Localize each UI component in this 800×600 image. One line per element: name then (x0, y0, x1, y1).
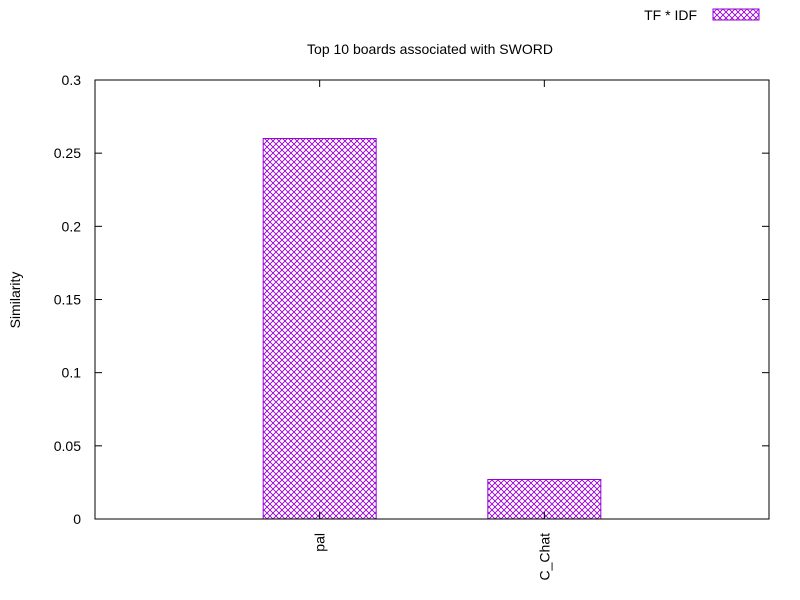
y-tick-label: 0.15 (54, 292, 81, 308)
bars-group (262, 138, 602, 520)
y-axis-ticks: 0 0.05 0.1 0.15 0.2 0.25 0.3 (54, 72, 769, 527)
bar-pal (262, 138, 377, 520)
y-axis-label: Similarity (7, 272, 23, 329)
plot-frame (94, 79, 770, 520)
chart-title: Top 10 boards associated with SWORD (307, 41, 553, 57)
y-tick-label: 0.3 (62, 72, 82, 88)
y-tick-label: 0.05 (54, 438, 81, 454)
legend-label: TF * IDF (644, 7, 697, 23)
x-tick-label: C_Chat (536, 533, 552, 581)
legend: TF * IDF (644, 7, 760, 23)
legend-swatch (712, 8, 760, 21)
y-tick-label: 0 (73, 511, 81, 527)
y-tick-label: 0.1 (62, 365, 82, 381)
y-tick-label: 0.25 (54, 145, 81, 161)
x-tick-label: pal (312, 533, 328, 552)
x-axis-ticks: pal C_Chat (312, 80, 552, 581)
y-tick-label: 0.2 (62, 218, 82, 234)
